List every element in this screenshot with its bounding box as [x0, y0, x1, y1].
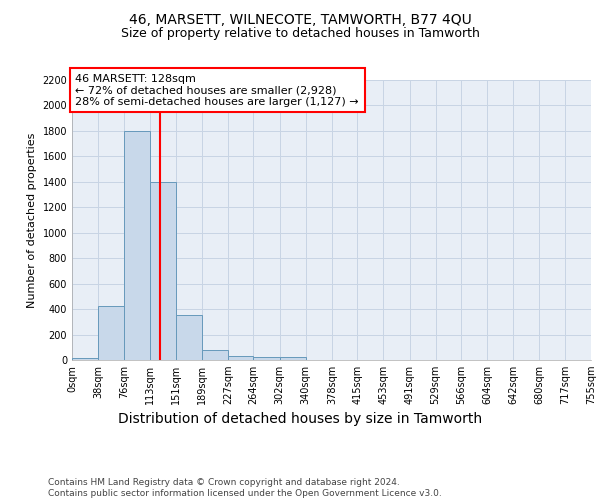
Text: Size of property relative to detached houses in Tamworth: Size of property relative to detached ho…: [121, 28, 479, 40]
Bar: [149, 182, 176, 360]
Bar: [176, 316, 202, 360]
Bar: [124, 131, 149, 360]
Y-axis label: Number of detached properties: Number of detached properties: [27, 132, 37, 308]
Bar: [253, 358, 280, 360]
Text: 46 MARSETT: 128sqm
← 72% of detached houses are smaller (2,928)
28% of semi-deta: 46 MARSETT: 128sqm ← 72% of detached hou…: [76, 74, 359, 107]
Bar: [202, 350, 228, 360]
Bar: [228, 356, 253, 360]
Text: Contains HM Land Registry data © Crown copyright and database right 2024.
Contai: Contains HM Land Registry data © Crown c…: [48, 478, 442, 498]
Bar: [98, 306, 124, 360]
Bar: [72, 358, 98, 360]
Text: 46, MARSETT, WILNECOTE, TAMWORTH, B77 4QU: 46, MARSETT, WILNECOTE, TAMWORTH, B77 4Q…: [128, 12, 472, 26]
Bar: [280, 358, 306, 360]
Text: Distribution of detached houses by size in Tamworth: Distribution of detached houses by size …: [118, 412, 482, 426]
